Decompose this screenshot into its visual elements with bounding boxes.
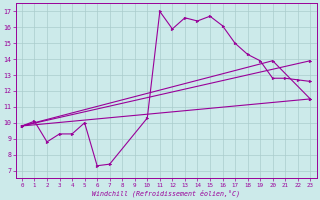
X-axis label: Windchill (Refroidissement éolien,°C): Windchill (Refroidissement éolien,°C) [92, 189, 240, 197]
